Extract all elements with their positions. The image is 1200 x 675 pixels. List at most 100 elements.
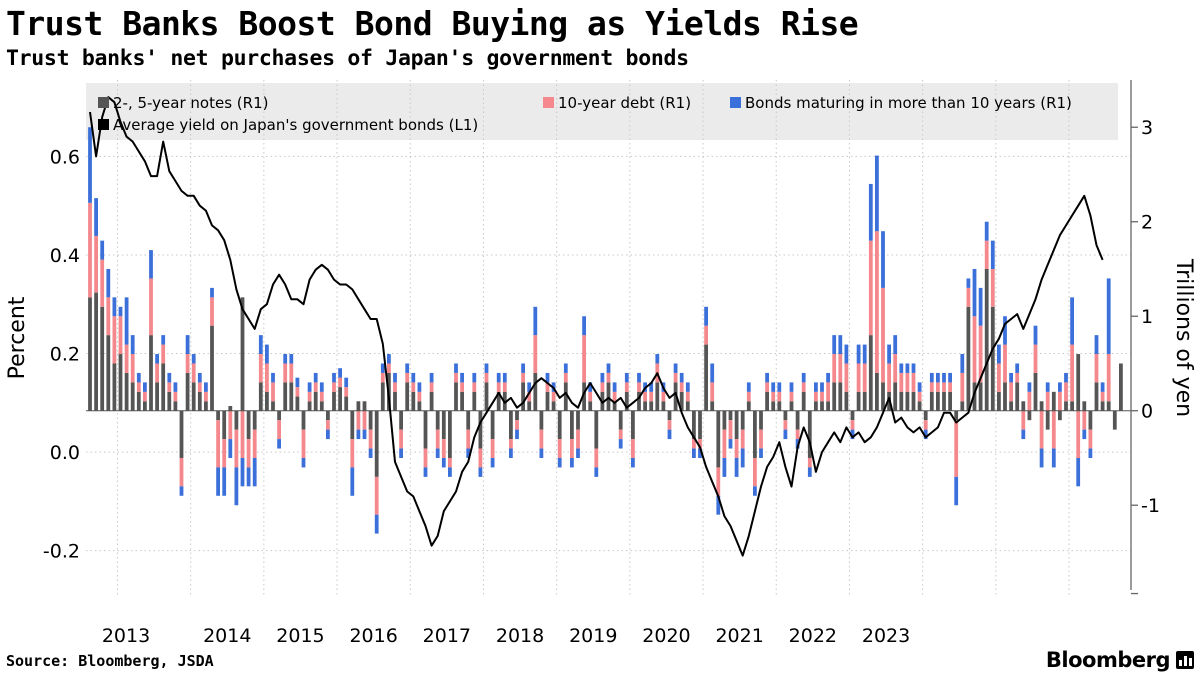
bar-super-long [698, 448, 702, 458]
bar-super-long [624, 372, 629, 383]
bar-notes [136, 391, 141, 411]
bar-super-long [374, 514, 379, 534]
bar-10-year [716, 467, 721, 496]
bar-notes [673, 382, 678, 411]
bar-super-long [1009, 372, 1013, 383]
bar-super-long [582, 316, 586, 336]
bar-super-long [88, 127, 92, 203]
bar-super-long [496, 372, 501, 383]
bar-notes [265, 391, 269, 411]
bar-notes [484, 382, 489, 411]
bar-super-long [899, 363, 904, 373]
bar-10-year [454, 372, 458, 383]
bar-super-long [850, 429, 855, 440]
y-tick-label-left: 0.6 [50, 146, 80, 168]
bar-10-year [618, 429, 623, 440]
bar-super-long [710, 363, 715, 383]
bar-super-long [838, 335, 843, 355]
legend-label: 2-, 5-year notes (R1) [113, 94, 268, 112]
bar-super-long [490, 457, 495, 468]
legend-label: Average yield on Japan's government bond… [113, 116, 478, 134]
bar-notes [228, 406, 233, 411]
bar-notes [1070, 401, 1074, 411]
bar-notes [435, 410, 440, 430]
bar-10-year [722, 429, 727, 458]
bar-super-long [246, 467, 251, 487]
bar-notes [277, 410, 281, 421]
bar-notes [307, 401, 312, 411]
bar-10-year [350, 439, 355, 468]
bar-super-long [704, 306, 708, 326]
bar-super-long [515, 429, 519, 440]
bar-notes [332, 391, 336, 411]
bar-notes [210, 325, 214, 411]
bar-notes [911, 391, 916, 411]
bar-notes [533, 372, 538, 411]
yield-line-series [89, 96, 1104, 557]
bar-notes [820, 401, 824, 411]
bar-notes [936, 391, 940, 411]
bar-super-long [319, 382, 324, 392]
y-axis-label-right: Trillions of yen [1171, 258, 1196, 417]
bar-10-year [997, 363, 1001, 392]
bar-super-long [149, 250, 153, 279]
bar-10-year [1088, 429, 1093, 449]
bar-10-year [118, 316, 123, 355]
bar-10-year [673, 372, 678, 383]
bar-notes [1045, 410, 1050, 430]
bar-super-long [649, 382, 654, 392]
bar-super-long [948, 372, 952, 383]
bar-notes [1039, 401, 1044, 411]
bar-notes [295, 396, 300, 411]
bar-notes [1106, 401, 1111, 411]
bar-notes [563, 382, 568, 411]
bar-super-long [265, 344, 269, 364]
bar-super-long [1076, 457, 1081, 487]
legend-label: Bonds maturing in more than 10 years (R1… [745, 94, 1072, 112]
bar-super-long [185, 335, 190, 355]
bar-10-year [319, 391, 324, 402]
bar-notes [271, 401, 275, 411]
legend-swatch [543, 97, 554, 108]
bar-10-year [356, 410, 361, 430]
bar-notes [753, 410, 757, 458]
bar-10-year [557, 439, 562, 458]
bar-super-long [344, 377, 349, 388]
bar-10-year [606, 372, 611, 383]
bar-super-long [911, 363, 916, 373]
y-tick-label-left: 0.2 [50, 344, 80, 366]
bar-super-long [673, 363, 678, 373]
bar-notes [740, 410, 745, 430]
bar-10-year [417, 391, 422, 402]
bar-notes [1119, 363, 1123, 411]
bar-notes [1021, 401, 1026, 411]
x-tick-label: 2016 [349, 625, 397, 647]
bar-10-year [600, 382, 605, 392]
bar-super-long [807, 467, 812, 477]
bar-notes [88, 297, 92, 411]
bar-10-year [753, 457, 757, 487]
bar-10-year [106, 297, 111, 336]
bar-10-year [216, 420, 220, 468]
bar-10-year [149, 278, 153, 336]
bar-notes [143, 401, 147, 411]
bar-super-long [252, 457, 257, 487]
bar-notes [429, 391, 434, 411]
bar-10-year [649, 391, 654, 402]
bar-notes [441, 410, 446, 440]
bar-super-long [740, 448, 745, 468]
bar-notes [100, 306, 105, 411]
bar-notes [179, 410, 184, 458]
legend-box [86, 83, 1118, 140]
bar-super-long [637, 372, 641, 383]
bar-10-year [740, 429, 745, 449]
bar-super-long [191, 354, 196, 364]
bar-super-long [301, 457, 306, 468]
bar-series [88, 127, 1123, 534]
bar-notes [515, 410, 519, 421]
bar-notes [570, 410, 574, 440]
bar-10-year [143, 391, 147, 402]
bar-10-year [204, 391, 208, 402]
bar-super-long [100, 240, 105, 260]
bar-super-long [277, 439, 281, 449]
